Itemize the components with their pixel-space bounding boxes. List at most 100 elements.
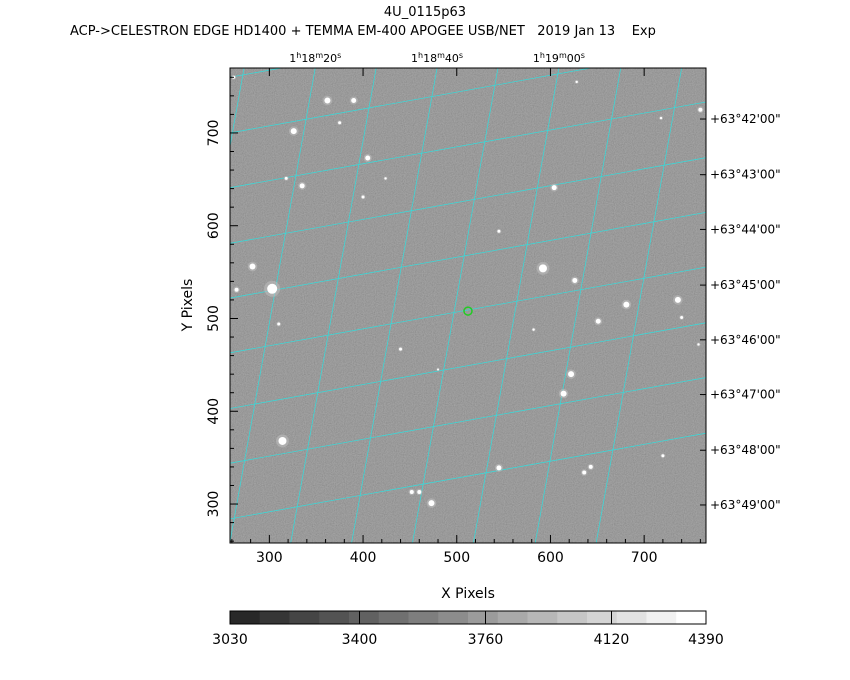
star: [697, 343, 700, 346]
dec-axis: +63°42'00" +63°43'00" +63°44'00" +63°45'00"…: [700, 112, 781, 512]
dec-tick-label: +63°43'00": [710, 168, 781, 182]
dec-grid-line: [230, 266, 706, 354]
star: [538, 264, 547, 273]
x-tick-label: 600: [537, 550, 564, 566]
star: [278, 436, 287, 445]
dec-grid-line: [230, 157, 706, 244]
dec-grid-line: [230, 322, 706, 409]
x-tick-label: 300: [256, 550, 283, 566]
ra-grid-line: [351, 68, 438, 543]
ra-tick-part: m: [437, 51, 445, 60]
ra-grid-line: [534, 68, 622, 543]
ra-tick-part: h: [540, 51, 545, 60]
colorbar-tick-label: 4120: [594, 632, 630, 648]
colorbar-swatch: [468, 611, 499, 624]
ra-tick-part: s: [337, 51, 341, 60]
star: [399, 347, 403, 351]
star: [437, 368, 440, 371]
ra-tick-label: 1h18m20s: [289, 51, 341, 65]
coordinate-grid: [230, 68, 706, 543]
x-axis: 300 400 500 600 700: [231, 68, 701, 566]
colorbar-tick-label: 3030: [212, 632, 248, 648]
dec-tick-label: +63°46'00": [710, 333, 781, 347]
x-axis-label: X Pixels: [441, 586, 495, 602]
sky-image: [230, 68, 706, 543]
y-tick-label: 500: [206, 305, 222, 332]
plot-frame: [229, 67, 707, 544]
star: [595, 318, 601, 324]
colorbar-swatch: [557, 611, 588, 624]
colorbar-swatch: [676, 611, 707, 624]
colorbar-swatch: [259, 611, 290, 624]
y-tick-label: 400: [206, 398, 222, 425]
ra-tick-label: 1h18m40s: [411, 51, 463, 65]
star: [560, 390, 567, 397]
ra-grid-line: [290, 68, 377, 543]
dec-tick-label: +63°47'00": [710, 388, 781, 402]
star: [497, 229, 501, 233]
colorbar-swatch: [497, 611, 528, 624]
star: [532, 328, 535, 331]
star: [568, 371, 575, 378]
colorbar-swatch: [438, 611, 469, 624]
star-field: [231, 74, 704, 508]
ra-tick-part: m: [559, 51, 567, 60]
star: [365, 155, 371, 161]
ra-grid-line: [595, 68, 683, 543]
colorbar-swatch: [289, 611, 320, 624]
ra-tick-part: 18: [423, 52, 437, 65]
star: [575, 80, 578, 84]
ra-tick-part: s: [459, 51, 463, 60]
star: [588, 464, 593, 469]
colorbar-swatch: [587, 611, 618, 624]
colorbar-swatch: [319, 611, 350, 624]
star: [351, 97, 357, 103]
target-marker-group: [463, 306, 473, 316]
colorbar-swatch: [527, 611, 558, 624]
chart-subtitle: ACP->CELESTRON EDGE HD1400 + TEMMA EM-40…: [70, 24, 656, 39]
star: [582, 470, 587, 475]
colorbar-swatch: [349, 611, 380, 624]
ra-tick-label: 1h19m00s: [533, 51, 585, 65]
dec-tick-label: +63°49'00": [710, 498, 781, 512]
dec-grid-line: [230, 101, 706, 189]
colorbar-swatch: [378, 611, 409, 624]
star: [680, 316, 684, 320]
star: [659, 116, 663, 120]
chart-title: 4U_0115p63: [384, 5, 466, 20]
star: [384, 177, 387, 180]
y-tick-label: 300: [206, 491, 222, 518]
dec-grid-line: [230, 432, 706, 520]
dec-tick-label: +63°48'00": [710, 443, 781, 457]
ra-tick-part: 1: [411, 52, 418, 65]
star: [623, 301, 630, 308]
star: [551, 185, 557, 191]
dec-grid-line: [230, 68, 594, 134]
y-tick-label: 700: [206, 120, 222, 147]
star: [290, 128, 297, 135]
ra-tick-part: 19: [545, 52, 559, 65]
colorbar-swatch: [646, 611, 677, 624]
star: [267, 283, 278, 294]
star: [299, 183, 305, 189]
dec-tick-label: +63°45'00": [710, 278, 781, 292]
star: [361, 195, 365, 199]
colorbar: 3030 3400 3760 4120 4390: [212, 610, 724, 648]
colorbar-tick-label: 3760: [468, 632, 504, 648]
ra-tick-part: s: [581, 51, 585, 60]
ra-tick-part: 1: [289, 52, 296, 65]
ra-grid-line: [412, 68, 499, 543]
colorbar-tick-label: 4390: [688, 632, 724, 648]
y-axis-label: Y Pixels: [180, 279, 196, 333]
colorbar-swatch: [616, 611, 647, 624]
star: [277, 322, 281, 326]
ra-tick-part: m: [315, 51, 323, 60]
star: [572, 277, 578, 283]
star: [417, 489, 422, 494]
star: [284, 176, 288, 180]
ra-grid-line: [230, 68, 316, 543]
colorbar-swatch: [230, 611, 261, 624]
x-tick-label: 400: [350, 550, 377, 566]
star: [234, 287, 239, 292]
